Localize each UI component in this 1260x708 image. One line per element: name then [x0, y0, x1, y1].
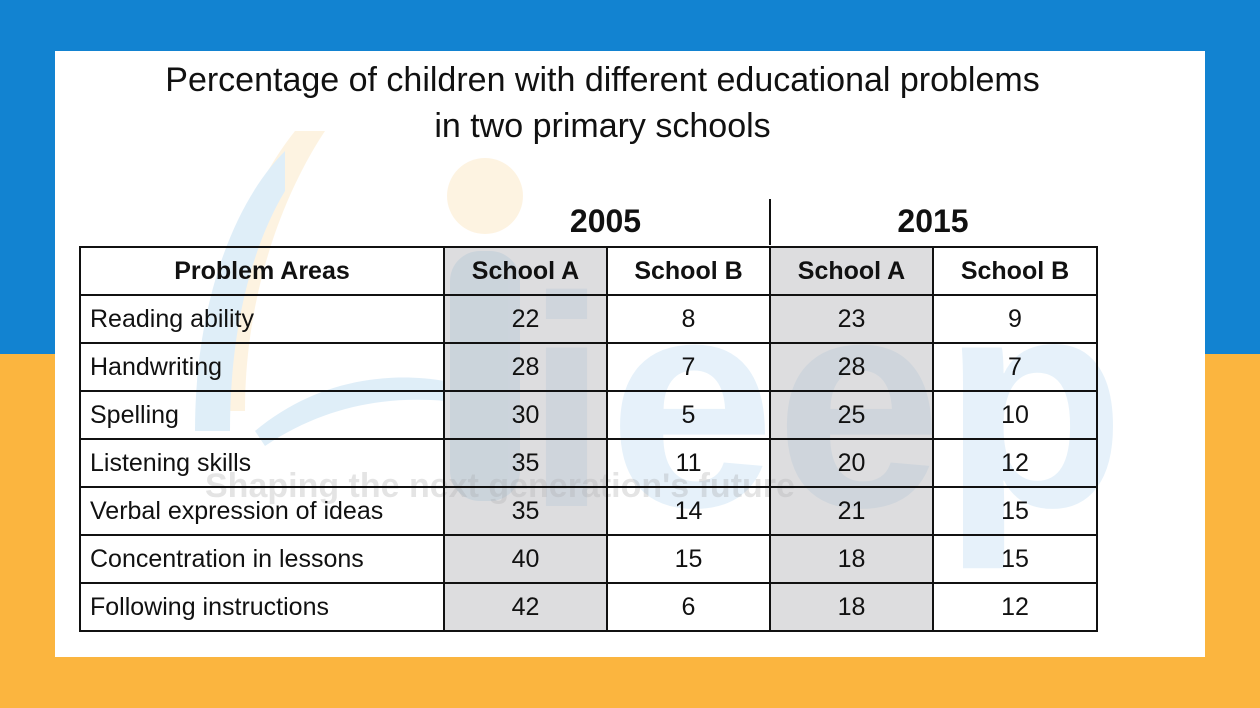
cell-2005-school-a: 30 — [443, 390, 608, 440]
data-table: Problem Areas School A School B School A… — [79, 246, 1098, 632]
cell-2015-school-b: 9 — [932, 294, 1098, 344]
row-label: Listening skills — [79, 438, 445, 488]
cell-2015-school-a: 18 — [769, 582, 934, 632]
year-header-2015: 2015 — [897, 203, 969, 239]
cell-2015-school-b: 7 — [932, 342, 1098, 392]
cell-2005-school-b: 6 — [606, 582, 771, 632]
year-header-2005: 2005 — [569, 203, 642, 239]
table-row: Handwriting 28 7 28 7 — [79, 342, 1098, 392]
title-line-1: Percentage of children with different ed… — [165, 61, 1040, 99]
cell-2015-school-a: 21 — [769, 486, 934, 536]
cell-2015-school-a: 23 — [769, 294, 934, 344]
cell-2015-school-a: 18 — [769, 534, 934, 584]
cell-2015-school-b: 15 — [932, 534, 1098, 584]
table-row: Spelling 30 5 25 10 — [79, 390, 1098, 440]
cell-2005-school-a: 28 — [443, 342, 608, 392]
table-row: Concentration in lessons 40 15 18 15 — [79, 534, 1098, 584]
table-card: ieep Shaping the next generation's futur… — [55, 51, 1205, 657]
row-label: Concentration in lessons — [79, 534, 445, 584]
chart-title: Percentage of children with different ed… — [55, 57, 1150, 149]
cell-2015-school-b: 10 — [932, 390, 1098, 440]
cell-2005-school-a: 35 — [443, 486, 608, 536]
row-label: Handwriting — [79, 342, 445, 392]
cell-2005-school-b: 8 — [606, 294, 771, 344]
cell-2005-school-b: 11 — [606, 438, 771, 488]
row-label: Following instructions — [79, 582, 445, 632]
cell-2015-school-b: 15 — [932, 486, 1098, 536]
row-label: Reading ability — [79, 294, 445, 344]
title-line-2: in two primary schools — [434, 107, 771, 145]
cell-2005-school-a: 40 — [443, 534, 608, 584]
cell-2015-school-a: 28 — [769, 342, 934, 392]
header-problem-areas: Problem Areas — [79, 246, 445, 296]
cell-2005-school-b: 7 — [606, 342, 771, 392]
cell-2005-school-a: 35 — [443, 438, 608, 488]
cell-2005-school-a: 42 — [443, 582, 608, 632]
cell-2015-school-a: 20 — [769, 438, 934, 488]
cell-2015-school-b: 12 — [932, 438, 1098, 488]
header-2005-school-a: School A — [443, 246, 608, 296]
cell-2015-school-b: 12 — [932, 582, 1098, 632]
table-row: Reading ability 22 8 23 9 — [79, 294, 1098, 344]
cell-2005-school-b: 5 — [606, 390, 771, 440]
cell-2005-school-b: 14 — [606, 486, 771, 536]
table-body: Reading ability 22 8 23 9 Handwriting 28 7 28 7 Sp… — [79, 294, 1098, 632]
header-2005-school-b: School B — [606, 246, 771, 296]
year-divider — [769, 199, 771, 245]
header-row: Problem Areas School A School B School A… — [79, 246, 1098, 296]
cell-2005-school-b: 15 — [606, 534, 771, 584]
header-2015-school-b: School B — [932, 246, 1098, 296]
table-row: Following instructions 42 6 18 12 — [79, 582, 1098, 632]
row-label: Spelling — [79, 390, 445, 440]
header-2015-school-a: School A — [769, 246, 934, 296]
table-row: Verbal expression of ideas 35 14 21 15 — [79, 486, 1098, 536]
row-label: Verbal expression of ideas — [79, 486, 445, 536]
cell-2015-school-a: 25 — [769, 390, 934, 440]
table-row: Listening skills 35 11 20 12 — [79, 438, 1098, 488]
cell-2005-school-a: 22 — [443, 294, 608, 344]
